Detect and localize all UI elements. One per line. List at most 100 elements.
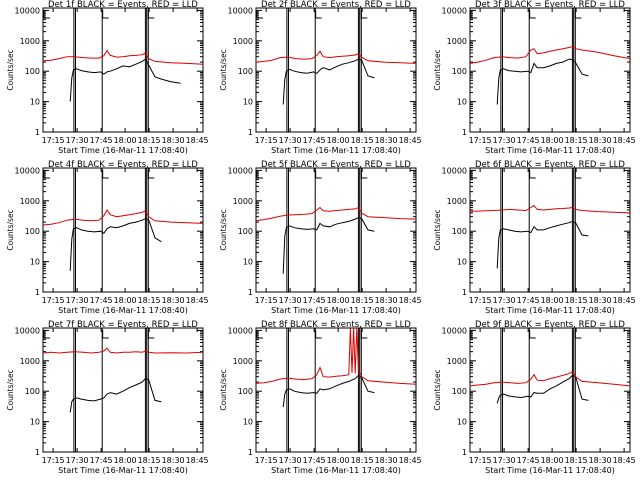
y-axis-label: Counts/sec: [433, 369, 442, 410]
y-axis-label: Counts/sec: [6, 49, 15, 90]
marker-flag: [574, 10, 582, 19]
x-tick-label: 18:45: [613, 136, 636, 145]
events-series-line: [282, 374, 375, 408]
y-tick-label: 10: [243, 258, 253, 267]
plot-frame: [255, 7, 417, 133]
marker-flag: [256, 170, 263, 179]
lld-series-line: [255, 206, 417, 222]
x-tick-label: 17:45: [517, 456, 540, 465]
x-tick-label: 17:45: [90, 296, 113, 305]
x-tick-label: 17:15: [469, 296, 492, 305]
y-axis-label: Counts/sec: [219, 369, 228, 410]
x-tick-label: 17:45: [90, 456, 113, 465]
x-tick-label: 18:30: [162, 296, 185, 305]
events-series-line: [282, 58, 375, 105]
y-tick-label: 1000: [233, 197, 253, 206]
marker-flag: [315, 10, 322, 19]
lld-series-line: [42, 49, 204, 65]
x-tick-label: 17:45: [517, 296, 540, 305]
lld-series-line: [469, 45, 631, 64]
x-tick-label: 17:45: [303, 456, 326, 465]
y-tick-label: 10000: [228, 326, 253, 335]
y-tick-label: 1: [35, 128, 40, 137]
panel-title: Det 4f BLACK = Events, RED = LLD: [48, 160, 198, 170]
x-tick-label: 18:15: [565, 456, 588, 465]
x-tick-label: 17:30: [66, 456, 89, 465]
events-series-line: [496, 374, 589, 404]
x-tick-label: 18:15: [138, 296, 161, 305]
y-tick-label: 1000: [447, 37, 467, 46]
x-tick-label: 18:45: [186, 136, 209, 145]
x-tick-label: 17:45: [517, 136, 540, 145]
marker-flag: [574, 170, 582, 179]
y-tick-label: 10: [30, 258, 40, 267]
detector-panel: 17:15 17:30 17:45 18:00 18:15 18:30 18:45 1 10 10…: [6, 160, 209, 315]
x-tick-label: 18:15: [565, 296, 588, 305]
x-axis-label: Start Time (16-Mar-11 17:08:40): [271, 466, 401, 475]
marker-flag: [315, 330, 322, 339]
y-tick-label: 1000: [20, 37, 40, 46]
marker-flag: [102, 10, 109, 19]
x-tick-label: 17:15: [469, 456, 492, 465]
panel-title: Det 6f BLACK = Events, RED = LLD: [475, 160, 625, 170]
x-tick-label: 17:30: [66, 136, 89, 145]
y-tick-label: 1: [462, 128, 467, 137]
events-series-line: [282, 217, 375, 274]
y-tick-label: 100: [238, 67, 253, 76]
x-tick-label: 17:30: [279, 456, 302, 465]
panel-title: Det 3f BLACK = Events, RED = LLD: [475, 0, 625, 10]
y-axis-label: Counts/sec: [219, 49, 228, 90]
plot-frame: [255, 327, 417, 453]
x-tick-label: 18:45: [399, 136, 422, 145]
x-tick-label: 18:45: [613, 456, 636, 465]
y-tick-label: 100: [452, 387, 467, 396]
detector-panel: 17:15 17:30 17:45 18:00 18:15 18:30 18:45 1 10 10…: [6, 0, 209, 155]
y-tick-label: 10000: [442, 326, 467, 335]
y-tick-label: 1: [248, 288, 253, 297]
marker-flag: [360, 170, 368, 179]
x-tick-label: 18:30: [375, 296, 398, 305]
y-tick-label: 10000: [228, 6, 253, 15]
y-tick-label: 10: [457, 258, 467, 267]
x-axis-label: Start Time (16-Mar-11 17:08:40): [58, 306, 188, 315]
x-axis-label: Start Time (16-Mar-11 17:08:40): [271, 146, 401, 155]
detector-panel: 17:15 17:30 17:45 18:00 18:15 18:30 18:45 1 10 10…: [219, 320, 422, 475]
y-tick-label: 10000: [228, 166, 253, 175]
x-tick-label: 18:00: [114, 456, 137, 465]
x-tick-label: 18:00: [541, 136, 564, 145]
detector-panel: 17:15 17:30 17:45 18:00 18:15 18:30 18:45 1 10 10…: [6, 320, 209, 475]
y-tick-label: 1000: [447, 197, 467, 206]
x-tick-label: 18:45: [186, 456, 209, 465]
lld-series-line: [42, 347, 204, 354]
marker-flag: [529, 330, 536, 339]
y-tick-label: 1: [248, 128, 253, 137]
x-tick-label: 17:30: [279, 136, 302, 145]
marker-flag: [360, 330, 368, 339]
detector-panel: 17:15 17:30 17:45 18:00 18:15 18:30 18:45 1 10 10…: [219, 160, 422, 315]
x-tick-label: 17:30: [279, 296, 302, 305]
x-tick-label: 17:30: [493, 296, 516, 305]
y-tick-label: 10000: [442, 166, 467, 175]
x-axis-label: Start Time (16-Mar-11 17:08:40): [58, 466, 188, 475]
x-tick-label: 18:00: [114, 296, 137, 305]
y-tick-label: 10: [30, 418, 40, 427]
x-tick-label: 17:30: [493, 136, 516, 145]
x-tick-label: 18:15: [138, 456, 161, 465]
x-tick-label: 18:00: [327, 296, 350, 305]
lld-series-line: [255, 327, 417, 385]
y-tick-label: 10: [243, 418, 253, 427]
x-axis-label: Start Time (16-Mar-11 17:08:40): [58, 146, 188, 155]
y-tick-label: 100: [25, 227, 40, 236]
panel-title: Det 5f BLACK = Events, RED = LLD: [261, 160, 411, 170]
x-tick-label: 18:30: [375, 136, 398, 145]
x-tick-label: 18:30: [162, 136, 185, 145]
x-tick-label: 18:30: [162, 456, 185, 465]
y-tick-label: 10: [30, 98, 40, 107]
x-tick-label: 18:15: [351, 136, 374, 145]
marker-flag: [147, 10, 155, 19]
x-tick-label: 18:15: [351, 296, 374, 305]
x-tick-label: 18:00: [114, 136, 137, 145]
y-tick-label: 1: [462, 448, 467, 457]
panel-title: Det 9f BLACK = Events, RED = LLD: [475, 320, 625, 330]
x-tick-label: 17:45: [303, 136, 326, 145]
